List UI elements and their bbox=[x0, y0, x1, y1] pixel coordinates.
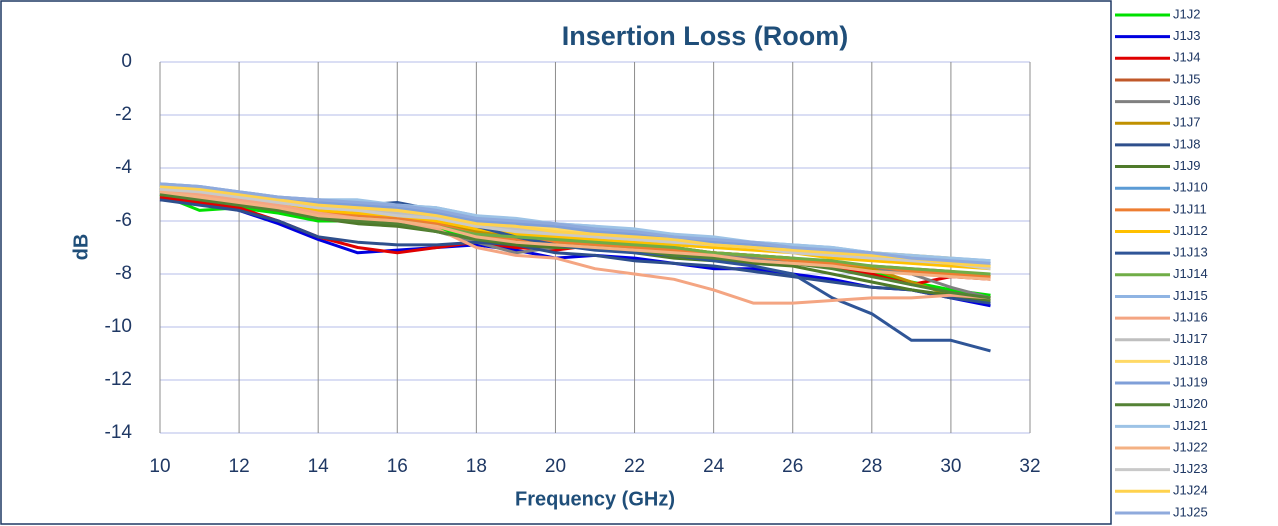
legend-label: J1J4 bbox=[1173, 50, 1200, 65]
legend-label: J1J25 bbox=[1173, 504, 1208, 519]
y-tick-label: -10 bbox=[105, 316, 132, 337]
x-tick-label: 14 bbox=[308, 456, 330, 477]
y-axis-label: dB bbox=[70, 234, 92, 261]
legend-label: J1J17 bbox=[1173, 331, 1208, 346]
x-tick-label: 16 bbox=[387, 456, 408, 477]
legend-label: J1J20 bbox=[1173, 396, 1208, 411]
series-line bbox=[159, 185, 991, 268]
x-tick-label: 24 bbox=[703, 456, 725, 477]
legend-label: J1J22 bbox=[1173, 439, 1208, 454]
legend-label: J1J11 bbox=[1173, 201, 1207, 216]
x-tick-label: 22 bbox=[624, 456, 645, 477]
x-tick-label: 32 bbox=[1019, 456, 1040, 477]
y-tick-label: -8 bbox=[115, 263, 132, 284]
y-tick-label: -2 bbox=[115, 104, 132, 125]
x-tick-label: 28 bbox=[861, 456, 882, 477]
x-axis-label: Frequency (GHz) bbox=[515, 488, 675, 510]
legend-label: J1J18 bbox=[1173, 353, 1208, 368]
series-line bbox=[159, 182, 991, 265]
legend-label: J1J8 bbox=[1173, 136, 1200, 151]
x-tick-label: 30 bbox=[940, 456, 961, 477]
y-tick-label: -14 bbox=[105, 422, 133, 443]
series-line bbox=[159, 198, 991, 305]
series-line bbox=[159, 190, 991, 281]
x-tick-label: 26 bbox=[782, 456, 803, 477]
legend-label: J1J2 bbox=[1173, 6, 1200, 21]
legend-label: J1J23 bbox=[1173, 461, 1208, 476]
series-line bbox=[159, 190, 991, 305]
legend-label: J1J19 bbox=[1173, 374, 1208, 389]
legend-label: J1J3 bbox=[1173, 28, 1200, 43]
legend-label: J1J7 bbox=[1173, 115, 1200, 130]
legend-label: J1J14 bbox=[1173, 266, 1208, 281]
series-line bbox=[159, 187, 991, 271]
legend-label: J1J5 bbox=[1173, 71, 1200, 86]
chart-title: Insertion Loss (Room) bbox=[562, 21, 849, 51]
legend-label: J1J12 bbox=[1173, 223, 1208, 238]
y-tick-label: -4 bbox=[115, 157, 132, 178]
legend-label: J1J9 bbox=[1173, 158, 1200, 173]
legend-label: J1J13 bbox=[1173, 245, 1208, 260]
y-tick-label: 0 bbox=[121, 51, 132, 72]
chart-border bbox=[0, 0, 1112, 525]
x-tick-label: 20 bbox=[545, 456, 566, 477]
x-tick-label: 10 bbox=[149, 456, 170, 477]
x-tick-label: 18 bbox=[466, 456, 487, 477]
legend-label: J1J15 bbox=[1173, 288, 1208, 303]
legend-label: J1J6 bbox=[1173, 93, 1200, 108]
legend-label: J1J24 bbox=[1173, 483, 1208, 498]
legend-label: J1J21 bbox=[1173, 418, 1208, 433]
legend-label: J1J16 bbox=[1173, 310, 1208, 325]
y-tick-label: -6 bbox=[115, 210, 132, 231]
legend-label: J1J10 bbox=[1173, 180, 1208, 195]
x-tick-label: 12 bbox=[229, 456, 250, 477]
y-tick-label: -12 bbox=[105, 369, 132, 390]
